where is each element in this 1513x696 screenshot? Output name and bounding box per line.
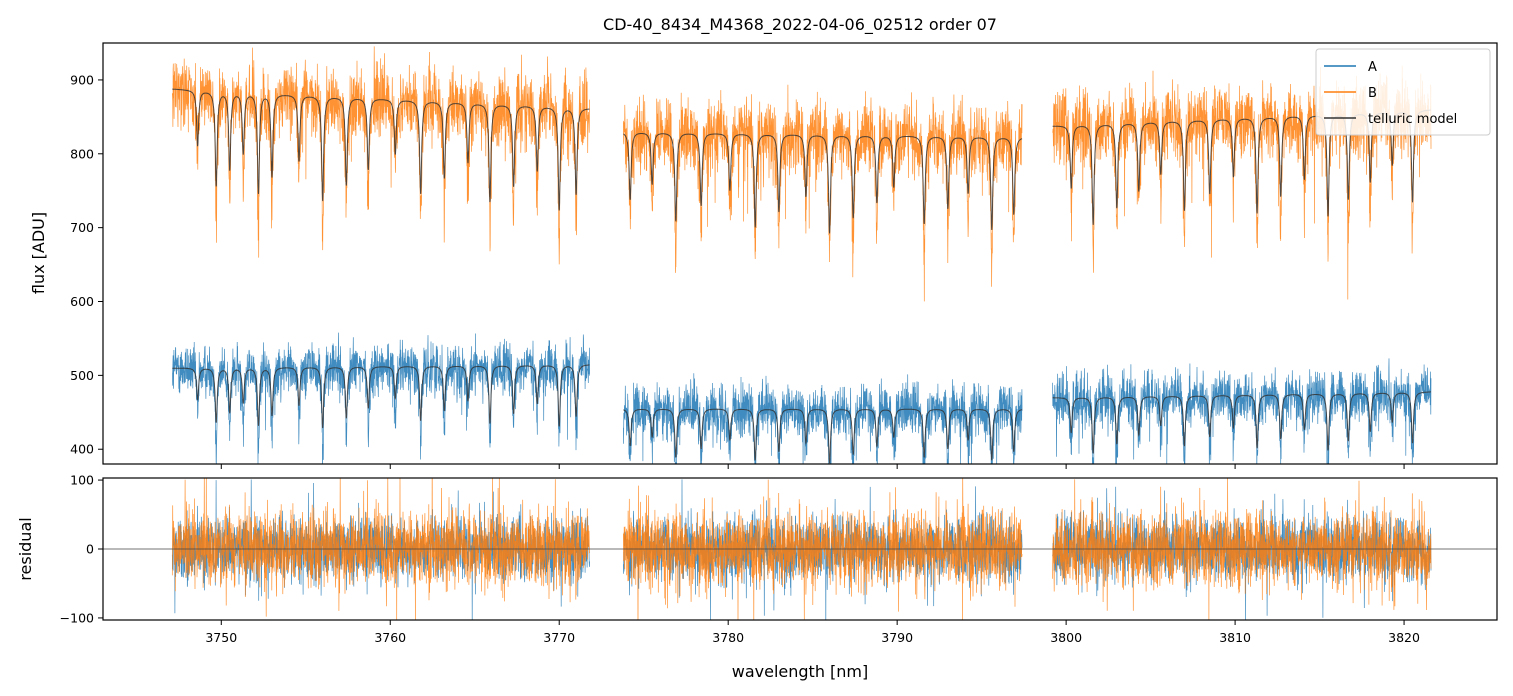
telluric-model-line-a-segment-2 [623,408,1023,464]
flux-line-b-segment-2 [623,84,1023,302]
x-tick-label-3820: 3820 [1388,630,1420,645]
flux-y-tick-label-800: 800 [70,146,94,161]
x-tick-label-3760: 3760 [374,630,406,645]
legend-label-telluric: telluric model [1368,112,1457,127]
flux-x-ticks [220,464,1405,469]
legend-label-b: B [1368,86,1377,101]
flux-y-tick-label-400: 400 [70,442,94,457]
x-axis-label: wavelength [nm] [732,662,869,681]
telluric-model-line-a-segment-3 [1052,391,1431,454]
residual-panel: −100 0 100 3750 3760 3770 3780 3790 3800 3810 382… [16,473,1498,681]
flux-series-group [171,46,1432,464]
legend-box [1315,48,1491,136]
x-tick-label-3750: 3750 [205,630,237,645]
flux-line-a-segment-1 [171,332,590,464]
legend-label-a: A [1368,60,1377,75]
chart-title: CD-40_8434_M4368_2022-04-06_02512 order … [603,15,997,35]
residual-line-b-segment-3 [1052,478,1432,620]
residual-series-group [103,478,1497,620]
x-tick-label-3780: 3780 [712,630,744,645]
residual-y-axis-label: residual [16,517,35,580]
flux-axes-frame [102,42,1498,465]
flux-y-tick-label-600: 600 [70,294,94,309]
residual-line-b-segment-2 [623,478,1023,620]
x-tick-label-3790: 3790 [881,630,913,645]
residual-y-tick-label-100: 100 [70,473,94,488]
flux-y-axis-label: flux [ADU] [29,212,48,294]
x-tick-label-3800: 3800 [1050,630,1082,645]
residual-y-tick-label--100: −100 [60,610,94,625]
residual-line-b-segment-1 [171,478,590,620]
x-tick-label-3770: 3770 [543,630,575,645]
flux-panel: 400 500 600 700 800 900 flux [ADU] A B tellur… [29,42,1498,469]
residual-y-tick-label-0: 0 [86,542,94,557]
flux-line-a-segment-2 [623,373,1023,464]
telluric-model-line-b-segment-1 [172,88,590,211]
legend[interactable]: A B telluric model [1315,48,1491,136]
residual-x-ticks: 3750 3760 3770 3780 3790 3800 3810 3820 [205,620,1420,645]
telluric-model-line-b-segment-2 [623,133,1023,234]
flux-y-tick-label-900: 900 [70,72,94,87]
x-tick-label-3810: 3810 [1219,630,1251,645]
residual-axes-frame [102,477,1498,621]
telluric-model-line-a-segment-1 [172,364,590,429]
flux-y-tick-label-700: 700 [70,220,94,235]
residual-y-ticks: −100 0 100 [60,473,103,625]
flux-line-b-segment-1 [171,46,590,265]
flux-line-a-segment-3 [1052,358,1432,464]
flux-y-tick-label-500: 500 [70,368,94,383]
flux-y-ticks: 400 500 600 700 800 900 [70,72,103,457]
